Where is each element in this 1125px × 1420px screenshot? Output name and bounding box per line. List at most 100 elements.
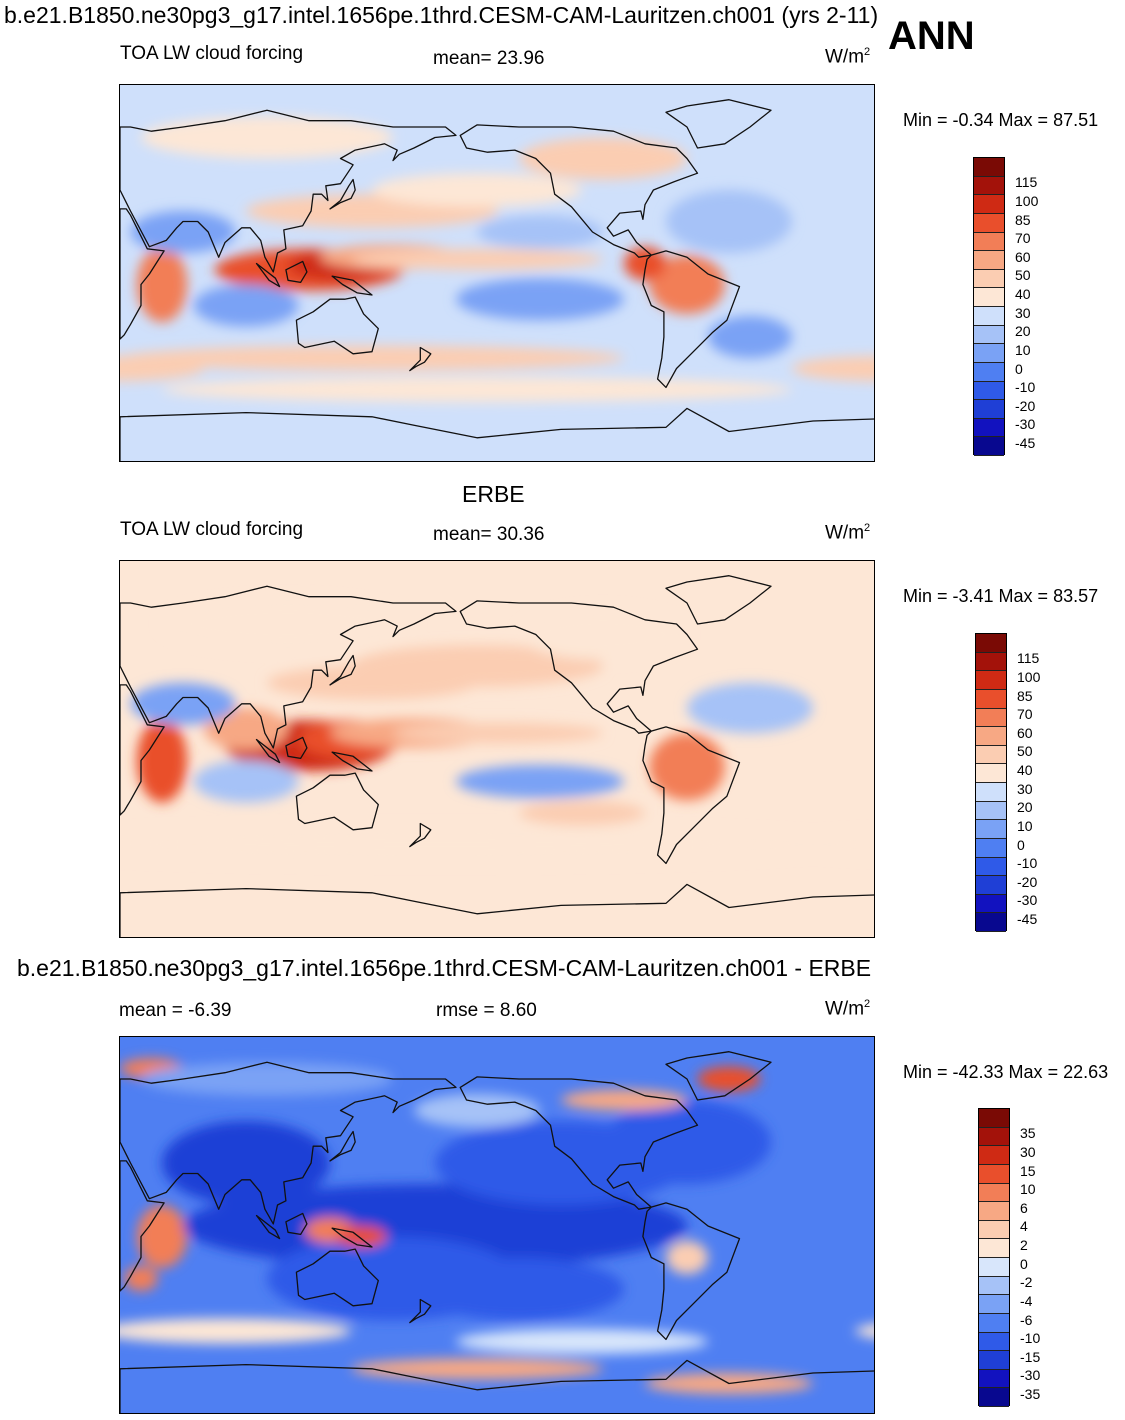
colorbar-segment [974, 158, 1004, 177]
colorbar-label: -30 [1020, 1367, 1041, 1384]
colorbar-segment [974, 437, 1004, 456]
field-contours [120, 598, 874, 862]
colorbar-segment [974, 325, 1004, 345]
contour-region [855, 1324, 874, 1338]
coastline [120, 1359, 874, 1413]
contour-region [414, 1257, 624, 1321]
colorbar-label: -2 [1020, 1274, 1033, 1291]
colorbar-segment [976, 801, 1006, 821]
colorbar-segment [976, 894, 1006, 914]
contour-region [162, 598, 414, 650]
coastline [409, 822, 432, 848]
panel3-units: W/m2 [825, 998, 871, 1020]
panel2-variable: TOA LW cloud forcing [120, 519, 304, 540]
colorbar-segment [976, 689, 1006, 709]
coastline [120, 407, 874, 461]
coastline [120, 208, 165, 340]
coastline [665, 1051, 772, 1101]
coastline [285, 260, 308, 284]
colorbar-segment [974, 213, 1004, 233]
colorbar-label: -30 [1017, 892, 1038, 909]
contour-region [519, 800, 645, 826]
colorbar-label: 4 [1020, 1218, 1028, 1235]
colorbar-label: 20 [1015, 323, 1031, 340]
contour-region [136, 246, 188, 323]
colorbar-label: 40 [1017, 762, 1033, 779]
coastline [285, 1212, 308, 1236]
colorbar-segment [974, 400, 1004, 419]
colorbar-segment [974, 288, 1004, 307]
colorbar-label: 70 [1017, 706, 1033, 723]
colorbar-segment [979, 1313, 1009, 1333]
coastline [255, 1214, 281, 1240]
colorbar-segment [974, 176, 1004, 196]
coastline [459, 600, 699, 734]
colorbar-segment [979, 1202, 1009, 1221]
contour-region [603, 1100, 771, 1184]
colorbar-segment [976, 652, 1006, 672]
colorbar-label: 2 [1020, 1237, 1028, 1254]
panel2-title: ERBE [462, 481, 525, 507]
contour-region [351, 248, 603, 270]
contour-region [649, 255, 725, 314]
contour-region [456, 278, 624, 321]
contour-region [141, 1062, 393, 1096]
colorbar-segment [979, 1295, 1009, 1314]
coastline [642, 250, 741, 389]
coastline [642, 726, 741, 865]
colorbar-segment [979, 1332, 1009, 1352]
coastline [331, 1227, 373, 1248]
colorbar-label: 10 [1015, 341, 1031, 358]
contour-region [519, 609, 687, 660]
colorbar-label: -10 [1015, 379, 1036, 396]
coastlines [120, 575, 874, 937]
coastline [331, 751, 373, 772]
colorbar-label: 60 [1015, 248, 1031, 265]
coastline [329, 654, 356, 686]
coastline [642, 1202, 741, 1341]
colorbar-segment [979, 1351, 1009, 1370]
season-label: ANN [888, 14, 975, 58]
contour-region [456, 1328, 708, 1355]
colorbar-segment [976, 820, 1006, 839]
colorbar-label: -4 [1020, 1292, 1033, 1309]
contour-region [687, 682, 813, 734]
contour-region [141, 116, 393, 159]
map-svg [120, 85, 874, 461]
map-svg [120, 1037, 874, 1413]
colorbar-segment [974, 232, 1004, 252]
coastline [285, 736, 308, 760]
colorbar-segment [979, 1127, 1009, 1147]
colorbar-label: 30 [1015, 304, 1031, 321]
panel2-map [119, 560, 875, 938]
coastline [665, 99, 772, 149]
coastline [120, 1061, 457, 1225]
contour-region [120, 1318, 351, 1344]
panel3-minmax: Min = -42.33 Max = 22.63 [903, 1062, 1109, 1082]
colorbar-segment [979, 1220, 1009, 1240]
coastline [255, 738, 281, 764]
colorbar-label: 0 [1017, 836, 1025, 853]
coastline [255, 262, 281, 288]
contour-region [136, 718, 188, 803]
coastline [329, 178, 356, 210]
contour-region [519, 137, 687, 180]
colorbar-segment [974, 418, 1004, 438]
panel1-colorbar [973, 157, 1005, 456]
contour-region [162, 1121, 330, 1205]
panel3-colorbar [978, 1108, 1010, 1407]
colorbar-segment [976, 634, 1006, 653]
panel2-colorbar [975, 633, 1007, 932]
colorbar-label: 50 [1017, 743, 1033, 760]
colorbar-label: -6 [1020, 1311, 1033, 1328]
map-svg [120, 561, 874, 937]
colorbar-segment [976, 913, 1006, 932]
contour-region [697, 1066, 761, 1092]
contour-region [351, 645, 603, 687]
contour-region [162, 376, 792, 403]
colorbar-label: -20 [1015, 397, 1036, 414]
colorbar-label: 50 [1015, 267, 1031, 284]
colorbar-segment [979, 1146, 1009, 1165]
colorbar-segment [974, 251, 1004, 270]
colorbar-label: 70 [1015, 230, 1031, 247]
